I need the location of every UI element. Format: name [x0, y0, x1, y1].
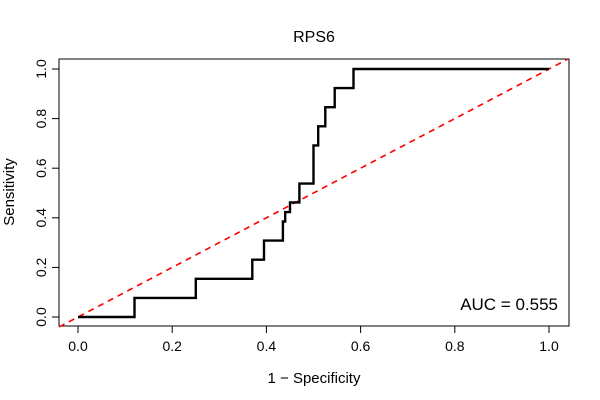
- y-tick-label: 0.4: [33, 208, 49, 228]
- reference-diagonal-line: [58, 58, 569, 328]
- x-axis-title: 1 − Specificity: [268, 370, 361, 387]
- x-tick-label: 0.0: [68, 338, 88, 354]
- x-tick-label: 1.0: [539, 338, 559, 354]
- y-tick-label: 0.2: [33, 257, 49, 277]
- y-tick-label: 0.8: [33, 109, 49, 129]
- y-axis: 0.0 0.2 0.4 0.6 0.8 1.0: [33, 59, 60, 327]
- y-tick-label: 0.0: [33, 307, 49, 327]
- x-tick-label: 0.2: [162, 338, 182, 354]
- x-tick-label: 0.4: [257, 338, 277, 354]
- auc-annotation: AUC = 0.555: [460, 295, 558, 314]
- y-tick-label: 1.0: [33, 59, 49, 79]
- x-tick-label: 0.6: [351, 338, 371, 354]
- x-axis: 0.0 0.2 0.4 0.6 0.8 1.0: [68, 325, 559, 354]
- y-axis-title: Sensitivity: [1, 158, 18, 226]
- x-tick-label: 0.8: [445, 338, 465, 354]
- roc-curve-line: [78, 67, 549, 319]
- chart-title: RPS6: [293, 29, 335, 46]
- y-tick-label: 0.6: [33, 158, 49, 178]
